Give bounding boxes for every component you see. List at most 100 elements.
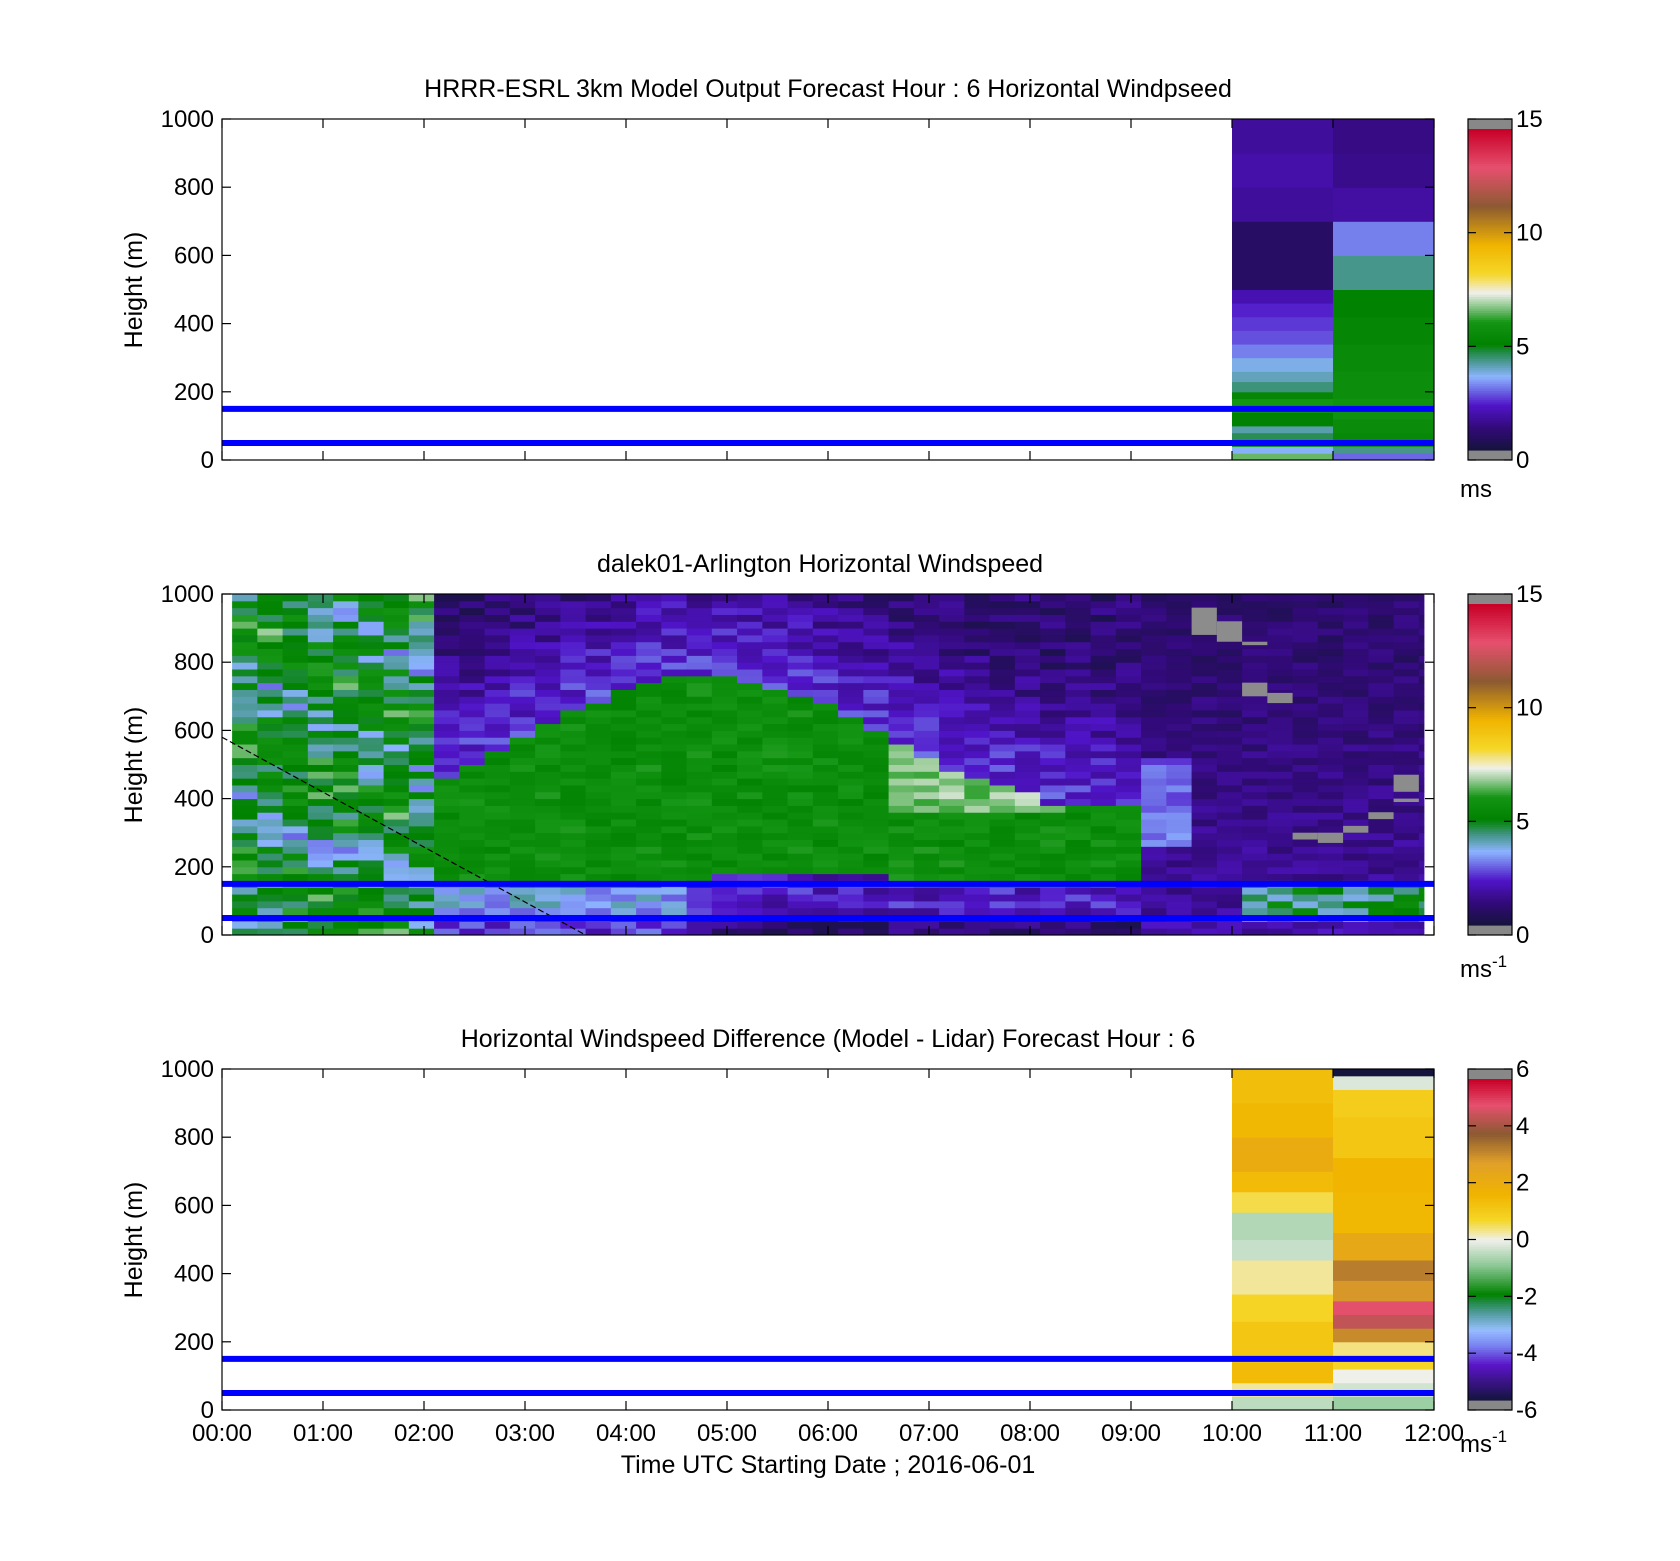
heatmap-cell xyxy=(1065,839,1092,847)
colorbar-segment xyxy=(1468,1267,1512,1270)
heatmap-cell xyxy=(636,703,662,711)
heatmap-cell xyxy=(1115,778,1142,786)
heatmap-cell xyxy=(459,907,486,916)
heatmap-cell xyxy=(358,805,385,813)
x-axis-label: Time UTC Starting Date ; 2016-06-01 xyxy=(621,1451,1036,1479)
heatmap-cell xyxy=(711,675,738,684)
heatmap-cell xyxy=(863,750,890,759)
heatmap-cell xyxy=(1014,928,1041,935)
heatmap-cell xyxy=(509,832,536,841)
heatmap-cell xyxy=(989,928,1016,935)
heatmap-cell xyxy=(1065,771,1092,779)
heatmap-cell xyxy=(787,812,814,820)
colorbar-tick-label: 0 xyxy=(1516,447,1529,474)
heatmap-cell xyxy=(1014,846,1041,854)
y-axis-label-3: Height (m) xyxy=(120,1182,148,1299)
heatmap-cell xyxy=(434,832,460,841)
heatmap-cell xyxy=(232,784,258,793)
heatmap-cell xyxy=(610,764,637,772)
heatmap-cell xyxy=(434,764,460,772)
colorbar-segment xyxy=(1468,1173,1512,1176)
heatmap-cell xyxy=(282,859,309,868)
heatmap-cell xyxy=(358,716,385,725)
heatmap-cell xyxy=(711,853,738,861)
heatmap-cell xyxy=(1141,703,1167,711)
heatmap-cell xyxy=(383,750,410,759)
heatmap-cell xyxy=(1115,812,1142,820)
heatmap-cell xyxy=(1166,894,1193,902)
heatmap-cell xyxy=(434,791,460,800)
colorbar-segment xyxy=(1468,248,1512,252)
heatmap-cell xyxy=(257,771,284,779)
heatmap-cell xyxy=(762,634,789,643)
heatmap-cell xyxy=(333,853,359,861)
colorbar-segment xyxy=(1468,362,1512,366)
heatmap-cell xyxy=(686,928,713,935)
heatmap-cell xyxy=(989,737,1016,745)
heatmap-cell xyxy=(1292,655,1319,663)
heatmap-cell xyxy=(1292,873,1319,881)
heatmap-cell xyxy=(484,621,511,629)
heatmap-cell xyxy=(939,655,965,663)
heatmap-cell xyxy=(307,744,334,752)
heatmap-cell xyxy=(1115,730,1142,738)
colorbar-segment xyxy=(1468,824,1512,828)
heatmap-cell xyxy=(1216,607,1243,615)
heatmap-cell xyxy=(812,894,839,902)
heatmap-cell xyxy=(535,832,561,841)
heatmap-cell xyxy=(1040,669,1066,677)
heatmap-cell xyxy=(913,764,940,772)
heatmap-cell xyxy=(307,621,334,629)
heatmap-cell xyxy=(1242,723,1268,731)
heatmap-cell xyxy=(383,723,410,731)
colorbar-segment xyxy=(1468,856,1512,860)
heatmap-cell xyxy=(1014,805,1041,813)
heatmap-cell xyxy=(1065,730,1092,738)
heatmap-cell xyxy=(484,764,511,772)
heatmap-cell xyxy=(509,873,536,881)
colorbar-segment xyxy=(1468,663,1512,667)
heatmap-cell xyxy=(307,894,334,902)
heatmap-cell xyxy=(257,791,284,800)
heatmap-cell xyxy=(686,614,713,622)
heatmap-cell xyxy=(434,900,460,909)
colorbar-segment xyxy=(1468,679,1512,683)
heatmap-cell xyxy=(1317,648,1344,656)
heatmap-cell xyxy=(1090,621,1117,629)
colorbar-segment xyxy=(1468,417,1512,421)
heatmap-cell xyxy=(1141,750,1167,759)
heatmap-cell xyxy=(1166,928,1193,935)
colorbar-segment xyxy=(1468,920,1512,924)
heatmap-cell xyxy=(1141,907,1167,916)
heatmap-cell xyxy=(686,873,713,881)
heatmap-cell xyxy=(1014,900,1041,909)
heatmap-cell xyxy=(257,716,284,725)
heatmap-cell xyxy=(509,689,536,697)
heatmap-cell xyxy=(636,750,662,759)
colorbar-segment xyxy=(1468,193,1512,197)
heatmap-cell xyxy=(939,750,965,759)
heatmap-cell xyxy=(1368,894,1395,902)
heatmap-cell xyxy=(282,832,309,841)
heatmap-cell xyxy=(358,859,385,868)
heatmap-cell xyxy=(812,744,839,752)
heatmap-cell xyxy=(888,757,915,765)
heatmap-cell xyxy=(1242,648,1268,656)
heatmap-cell xyxy=(686,921,713,929)
heatmap-cell xyxy=(1090,744,1117,752)
colorbar-segment xyxy=(1468,792,1512,795)
heatmap-cell xyxy=(484,832,511,841)
heatmap-cell xyxy=(358,737,385,745)
heatmap-cell xyxy=(610,832,637,841)
heatmap-cell xyxy=(560,859,587,868)
colorbar-segment xyxy=(1468,1122,1512,1126)
heatmap-cell xyxy=(1267,832,1294,841)
heatmap-cell xyxy=(1267,907,1294,916)
heatmap-cell xyxy=(535,853,561,861)
heatmap-cell xyxy=(686,894,713,902)
heatmap-cell xyxy=(610,730,637,738)
heatmap-cell xyxy=(610,819,637,827)
colorbar-segment xyxy=(1468,429,1512,433)
heatmap-cell xyxy=(762,832,789,841)
heatmap-cell xyxy=(509,798,536,806)
